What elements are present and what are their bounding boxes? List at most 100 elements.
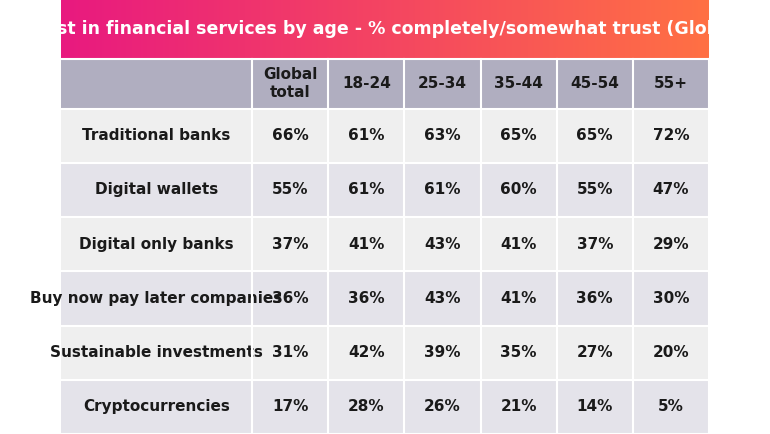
- Bar: [400, 0, 403, 59]
- Bar: [424, 0, 427, 59]
- Bar: [398, 0, 401, 59]
- Bar: [661, 0, 665, 59]
- Text: 25-34: 25-34: [418, 76, 467, 91]
- Bar: [404, 0, 408, 59]
- Bar: [173, 0, 177, 59]
- Bar: [61, 163, 709, 217]
- Text: 20%: 20%: [653, 345, 689, 360]
- Bar: [312, 0, 315, 59]
- Bar: [484, 0, 488, 59]
- Bar: [186, 0, 189, 59]
- Bar: [147, 0, 151, 59]
- Bar: [567, 0, 570, 59]
- Bar: [562, 0, 566, 59]
- Bar: [603, 0, 607, 59]
- Bar: [152, 0, 156, 59]
- Bar: [672, 0, 676, 59]
- Bar: [614, 0, 618, 59]
- Bar: [551, 0, 554, 59]
- Text: 26%: 26%: [424, 399, 461, 414]
- Bar: [493, 0, 497, 59]
- Bar: [355, 0, 358, 59]
- Bar: [256, 0, 259, 59]
- Bar: [560, 0, 564, 59]
- Bar: [115, 0, 119, 59]
- Bar: [554, 0, 557, 59]
- Bar: [104, 0, 108, 59]
- Bar: [61, 108, 709, 163]
- Bar: [154, 0, 157, 59]
- Bar: [536, 0, 540, 59]
- Bar: [324, 0, 328, 59]
- Bar: [482, 0, 486, 59]
- Bar: [623, 0, 626, 59]
- Bar: [670, 0, 674, 59]
- Bar: [262, 0, 266, 59]
- Bar: [269, 0, 272, 59]
- Bar: [495, 0, 499, 59]
- Bar: [281, 0, 285, 59]
- Bar: [353, 0, 356, 59]
- Bar: [474, 0, 477, 59]
- Bar: [313, 0, 317, 59]
- Bar: [270, 0, 274, 59]
- Bar: [532, 0, 535, 59]
- Bar: [541, 0, 544, 59]
- Bar: [178, 0, 181, 59]
- Bar: [618, 0, 621, 59]
- Bar: [564, 0, 567, 59]
- Bar: [132, 0, 136, 59]
- Bar: [95, 0, 99, 59]
- Bar: [98, 0, 101, 59]
- Bar: [290, 0, 293, 59]
- Bar: [323, 0, 326, 59]
- Bar: [396, 0, 400, 59]
- Bar: [666, 0, 669, 59]
- Bar: [87, 0, 90, 59]
- Bar: [391, 0, 395, 59]
- Bar: [232, 0, 235, 59]
- Bar: [476, 0, 479, 59]
- Bar: [390, 0, 393, 59]
- Bar: [259, 0, 263, 59]
- Bar: [707, 0, 710, 59]
- Bar: [616, 0, 620, 59]
- Bar: [681, 0, 685, 59]
- Bar: [454, 0, 457, 59]
- Bar: [420, 0, 423, 59]
- Text: 35-44: 35-44: [494, 76, 543, 91]
- Bar: [310, 0, 313, 59]
- Bar: [605, 0, 609, 59]
- Bar: [277, 0, 280, 59]
- Bar: [646, 0, 650, 59]
- Text: 47%: 47%: [653, 182, 689, 197]
- Bar: [608, 0, 611, 59]
- Bar: [664, 0, 667, 59]
- Bar: [575, 0, 578, 59]
- Bar: [74, 0, 78, 59]
- Bar: [610, 0, 613, 59]
- Bar: [195, 0, 199, 59]
- Bar: [557, 0, 561, 59]
- Bar: [573, 0, 577, 59]
- Bar: [627, 0, 631, 59]
- Bar: [500, 0, 503, 59]
- Bar: [203, 0, 207, 59]
- Bar: [69, 0, 73, 59]
- Bar: [659, 0, 663, 59]
- Text: 28%: 28%: [348, 399, 385, 414]
- Text: 37%: 37%: [272, 237, 309, 252]
- Bar: [469, 0, 473, 59]
- Bar: [694, 0, 698, 59]
- Bar: [91, 0, 95, 59]
- Bar: [61, 217, 709, 271]
- Text: 61%: 61%: [424, 182, 460, 197]
- Bar: [465, 0, 468, 59]
- Bar: [621, 0, 624, 59]
- Bar: [273, 0, 276, 59]
- Bar: [342, 0, 345, 59]
- Bar: [143, 0, 146, 59]
- Bar: [149, 0, 153, 59]
- Text: 43%: 43%: [424, 237, 460, 252]
- Text: 31%: 31%: [272, 345, 309, 360]
